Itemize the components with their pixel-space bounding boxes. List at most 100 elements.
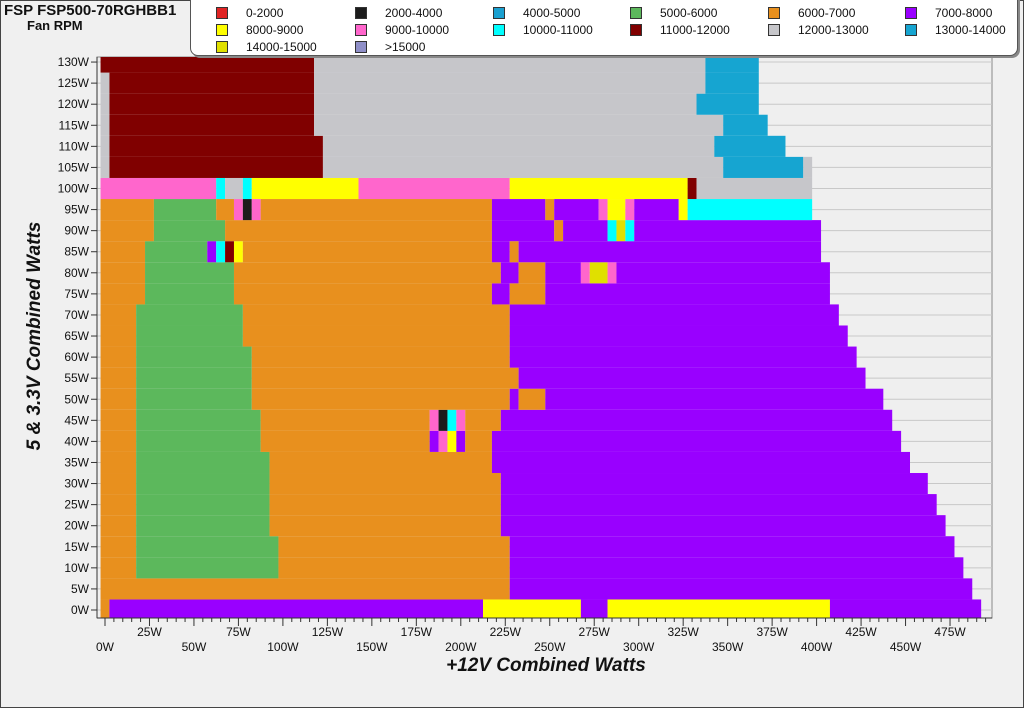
heatmap-cell <box>100 599 110 618</box>
legend-swatch <box>905 7 917 19</box>
legend-swatch <box>216 24 228 36</box>
x-tick-label: 25W <box>137 625 162 639</box>
heatmap-cell <box>518 262 546 284</box>
heatmap-cell <box>216 199 234 221</box>
heatmap-cell <box>251 177 359 200</box>
legend-label: >15000 <box>385 40 426 54</box>
heatmap-cell <box>136 325 243 347</box>
heatmap-cell <box>136 494 270 516</box>
heatmap-cell <box>580 262 590 284</box>
legend-label: 11000-12000 <box>660 23 730 37</box>
y-tick-label: 40W <box>64 434 89 448</box>
heatmap-cell <box>500 262 519 284</box>
heatmap-cell <box>509 325 848 347</box>
heatmap-cell <box>447 430 457 452</box>
heatmap-cell <box>314 93 697 115</box>
heatmap-cell <box>607 599 830 618</box>
x-tick-label: 150W <box>356 640 388 654</box>
x-tick-label: 225W <box>490 625 522 639</box>
heatmap-cell <box>714 135 786 157</box>
x-tick-label: 0W <box>96 640 115 654</box>
heatmap-cell <box>100 494 137 516</box>
heatmap-cell <box>100 430 137 452</box>
heatmap-cell <box>136 346 252 368</box>
heatmap-cell <box>260 409 430 431</box>
heatmap-cell <box>242 304 510 326</box>
x-tick-label: 125W <box>312 625 344 639</box>
heatmap-cell <box>109 72 315 94</box>
legend-swatch <box>355 41 367 53</box>
legend-label: 10000-11000 <box>523 23 593 37</box>
heatmap-cell <box>136 473 270 495</box>
y-tick-label: 105W <box>58 160 90 174</box>
heatmap-cell <box>136 367 252 389</box>
heatmap-cell <box>456 430 466 452</box>
heatmap-cell <box>554 199 599 221</box>
heatmap-cell <box>100 557 137 579</box>
heatmap-cell <box>509 241 519 263</box>
heatmap-cell <box>100 451 137 474</box>
heatmap-cell <box>100 72 110 94</box>
legend-label: 7000-8000 <box>935 6 993 20</box>
heatmap-cell <box>607 199 626 221</box>
heatmap-cell <box>634 220 822 242</box>
heatmap-cell <box>100 93 110 115</box>
y-tick-label: 90W <box>64 224 89 238</box>
x-tick-label: 325W <box>667 625 699 639</box>
heatmap-cell <box>314 114 724 136</box>
legend-swatch <box>355 24 367 36</box>
x-tick-label: 100W <box>267 640 299 654</box>
heatmap-cell <box>269 451 492 474</box>
heatmap-cell <box>233 283 492 305</box>
y-tick-label: 0W <box>71 603 90 617</box>
heatmap-cell <box>483 599 581 618</box>
heatmap-cell <box>153 220 226 242</box>
legend-swatch <box>768 7 780 19</box>
x-tick-label: 175W <box>401 625 433 639</box>
legend-swatch <box>355 7 367 19</box>
heatmap-cell <box>447 409 457 431</box>
heatmap-cell <box>687 199 813 221</box>
y-tick-label: 80W <box>64 266 89 280</box>
heatmap-cell <box>429 430 439 452</box>
y-tick-label: 60W <box>64 350 89 364</box>
heatmap-cell <box>509 346 857 368</box>
heatmap-cell <box>216 241 226 263</box>
heatmap-cell <box>438 409 448 431</box>
y-axis-title: 5 & 3.3V Combined Watts <box>24 221 45 451</box>
heatmap-cell <box>723 156 804 178</box>
heatmap-cell <box>100 114 110 136</box>
heatmap-cell <box>109 156 323 178</box>
legend-label: 14000-15000 <box>246 40 317 54</box>
y-tick-label: 95W <box>64 203 89 217</box>
legend-label: 9000-10000 <box>385 23 450 37</box>
heatmap-cell <box>509 578 973 600</box>
y-tick-label: 55W <box>64 371 89 385</box>
heatmap-cell <box>100 515 137 537</box>
heatmap-cell <box>545 283 830 305</box>
heatmap-cell <box>109 135 323 157</box>
heatmap-cell <box>278 557 510 579</box>
heatmap-cell <box>625 199 635 221</box>
heatmap-cell <box>509 388 519 410</box>
heatmap-cell <box>100 220 154 242</box>
heatmap-cell <box>509 536 955 558</box>
heatmap-cell <box>803 156 813 178</box>
heatmap-cell <box>100 199 154 221</box>
heatmap-cell <box>598 199 608 221</box>
legend-label: 8000-9000 <box>246 23 304 37</box>
legend-swatch <box>493 7 505 19</box>
y-tick-label: 125W <box>58 76 90 90</box>
heatmap-cell <box>518 241 822 263</box>
heatmap-cell <box>465 409 501 431</box>
heatmap-cell <box>687 177 697 200</box>
heatmap-cell <box>829 599 982 618</box>
heatmap-cell <box>100 177 217 200</box>
heatmap-cell <box>269 515 501 537</box>
legend-label: 12000-13000 <box>798 23 869 37</box>
heatmap-cell <box>500 409 893 431</box>
heatmap-cell <box>438 430 448 452</box>
heatmap-cell <box>634 199 679 221</box>
heatmap-cell <box>580 599 608 618</box>
x-tick-label: 75W <box>226 625 251 639</box>
